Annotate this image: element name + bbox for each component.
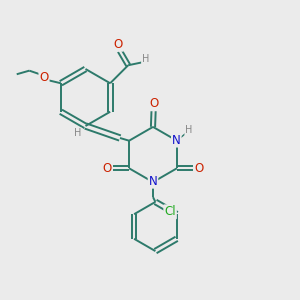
Text: N: N <box>172 134 181 147</box>
Text: O: O <box>114 38 123 51</box>
Text: O: O <box>39 71 49 84</box>
Text: N: N <box>148 175 158 188</box>
Text: O: O <box>149 97 158 110</box>
Text: O: O <box>195 162 204 175</box>
Text: O: O <box>102 162 111 175</box>
Text: H: H <box>142 54 149 64</box>
Text: Cl: Cl <box>164 205 176 218</box>
Text: H: H <box>74 128 82 139</box>
Text: H: H <box>185 125 193 135</box>
